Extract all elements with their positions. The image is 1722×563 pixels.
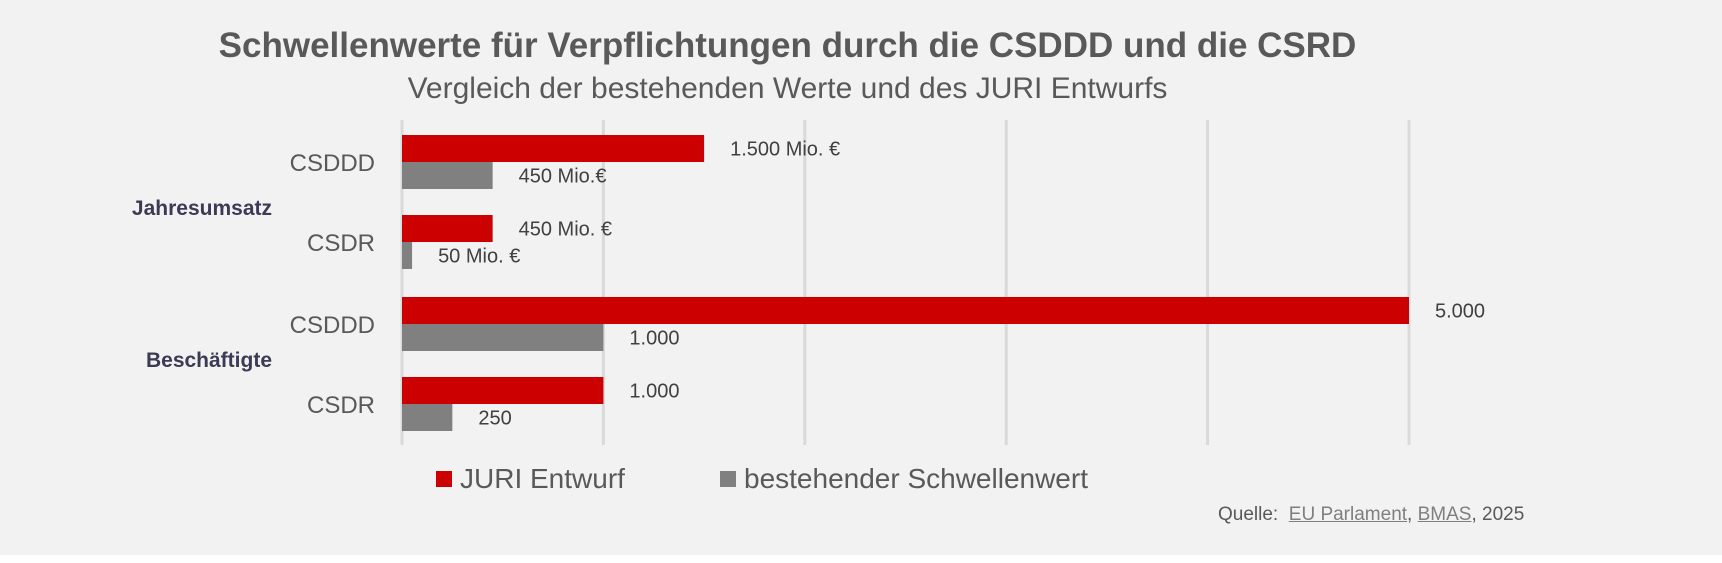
legend-swatch-gray [720,471,736,487]
legend-label: JURI Entwurf [460,463,625,494]
bar-juri [402,215,493,242]
category-label: CSDDD [290,312,375,339]
data-label: 50 Mio. € [438,246,520,268]
source-sep: , [1407,504,1413,525]
bar-juri [402,135,705,162]
legend-label: bestehender Schwellenwert [744,463,1088,494]
data-label: 1.000 [629,328,679,350]
data-label: 250 [478,408,511,430]
legend-item-juri: JURI Entwurf [436,463,625,495]
bar-juri [402,377,604,404]
legend-item-bestehend: bestehender Schwellenwert [720,463,1088,495]
source-suffix: , 2025 [1471,504,1525,525]
bar-bestehend [402,404,453,431]
bar-bestehend [402,242,413,269]
category-label: CSDR [307,230,375,257]
category-label: CSDR [307,392,375,419]
data-label: 450 Mio.€ [519,166,607,188]
bar-juri [402,297,1409,324]
legend-swatch-red [436,471,452,487]
source-link-bmas[interactable]: BMAS [1417,504,1472,525]
category-label: CSDDD [290,150,375,177]
source-note: Quelle: EU Parlament, BMAS, 2025 [1218,504,1524,526]
data-label: 450 Mio. € [519,219,612,241]
bar-bestehend [402,324,604,351]
group-label: Jahresumsatz [132,197,272,220]
data-label: 1.500 Mio. € [730,139,840,161]
bar-bestehend [402,162,493,189]
source-link-eu-parlament[interactable]: EU Parlament [1288,504,1408,525]
group-label: Beschäftigte [146,349,272,372]
data-label: 5.000 [1435,301,1485,323]
chart-subtitle: Vergleich der bestehenden Werte und des … [407,72,1168,105]
chart-title: Schwellenwerte für Verpflichtungen durch… [218,26,1357,65]
data-label: 1.000 [629,381,679,403]
source-prefix: Quelle: [1218,504,1279,525]
